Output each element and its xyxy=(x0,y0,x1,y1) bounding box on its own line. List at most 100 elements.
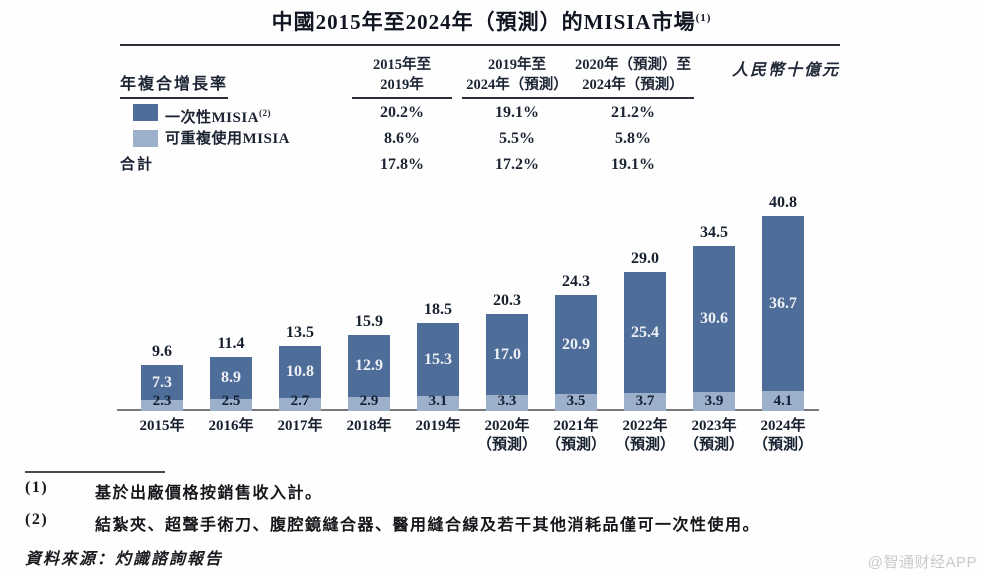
col-header-line1: 2015年至 xyxy=(373,57,431,73)
bar-value-disposable: 17.0 xyxy=(493,345,521,363)
x-axis-category-label: 2021年 （預測） xyxy=(534,417,618,455)
bar-segment-reusable xyxy=(141,400,183,411)
x-label-year: 2022年 xyxy=(622,418,668,434)
legend-swatch-disposable xyxy=(133,104,158,121)
x-label-forecast: （預測） xyxy=(476,437,537,453)
bar-segment-reusable xyxy=(210,399,252,411)
bar-segment-reusable xyxy=(348,397,390,411)
total-row-label: 合計 xyxy=(120,157,155,173)
bar-value-disposable: 30.6 xyxy=(700,310,728,327)
x-label-year: 2015年 xyxy=(139,418,185,434)
x-label-forecast: （預測） xyxy=(545,437,606,453)
legend-label-disposable: 一次性MISIA(2) xyxy=(165,101,271,130)
bar-segment-disposable xyxy=(348,335,390,397)
table-col-header-2015-2019: 2015年至 2019年 xyxy=(352,55,452,99)
cagr-value: 8.6% xyxy=(384,130,420,147)
cagr-value: 5.5% xyxy=(499,130,535,147)
x-axis-category-label: 2023年 （預測） xyxy=(672,417,756,455)
bar-total-label: 15.9 xyxy=(355,313,383,330)
bar-value-reusable: 2.9 xyxy=(359,393,379,409)
footnote-marker: (1) xyxy=(25,479,49,496)
cagr-value: 17.2% xyxy=(495,156,539,173)
bar-total-label: 11.4 xyxy=(217,335,245,352)
col-header-line2: 2024年（預測） xyxy=(582,77,684,93)
cagr-value: 19.1% xyxy=(611,156,655,173)
bar-value-disposable: 8.9 xyxy=(221,369,241,386)
bar-value-reusable: 3.9 xyxy=(704,393,724,409)
cagr-value: 19.1% xyxy=(495,104,539,121)
x-label-year: 2024年 xyxy=(760,418,806,434)
legend-footnote-marker: (2) xyxy=(259,108,272,118)
bar-total-label: 20.3 xyxy=(493,292,521,309)
x-label-year: 2019年 xyxy=(415,418,461,434)
col-header-line2: 2019年 xyxy=(380,77,424,93)
bar-value-reusable: 2.3 xyxy=(152,393,172,409)
bar-segment-reusable xyxy=(693,392,735,411)
chart-title-text: 中國2015年至2024年（預測）的MISIA市場 xyxy=(271,10,696,34)
bar-value-disposable: 36.7 xyxy=(769,294,797,312)
footnote-rule xyxy=(25,471,165,473)
x-label-year: 2023年 xyxy=(691,418,737,434)
bar-value-disposable: 20.9 xyxy=(562,335,590,353)
bar-segment-reusable xyxy=(417,396,459,411)
bar-value-disposable: 7.3 xyxy=(152,373,172,391)
unit-label: 人民幣十億元 xyxy=(731,62,840,79)
bar-value-reusable: 3.3 xyxy=(497,393,517,409)
x-label-year: 2018年 xyxy=(346,418,392,434)
bar-value-reusable: 4.1 xyxy=(773,393,793,409)
watermark: @智通财经APP xyxy=(867,554,977,571)
cagr-value: 20.2% xyxy=(380,104,424,121)
bar-total-label: 24.3 xyxy=(562,273,590,290)
bar-value-reusable: 2.7 xyxy=(290,393,310,409)
x-axis-category-label: 2018年 xyxy=(327,417,411,436)
bar-segment-reusable xyxy=(762,391,804,411)
col-header-line1: 2019年至 xyxy=(488,57,546,73)
table-top-rule xyxy=(120,44,840,46)
x-label-year: 2016年 xyxy=(208,418,254,434)
cagr-value: 5.8% xyxy=(615,130,651,147)
bar-value-disposable: 12.9 xyxy=(355,357,383,374)
x-axis-category-label: 2015年 xyxy=(120,417,204,436)
table-row-reusable: 可重複使用MISIA 8.6% 5.5% 5.8% xyxy=(120,127,840,151)
bar-total-label: 9.6 xyxy=(152,343,172,360)
footnote-marker: (2) xyxy=(25,511,49,528)
bar-value-reusable: 3.5 xyxy=(566,393,586,409)
col-header-line2: 2024年（預測） xyxy=(466,77,568,93)
bar-segment-disposable xyxy=(279,346,321,398)
bar-segment-reusable xyxy=(279,398,321,411)
bar-segment-disposable xyxy=(141,365,183,400)
footnote-text: 基於出廠價格按銷售收入計。 xyxy=(95,485,323,502)
legend-label-reusable: 可重複使用MISIA xyxy=(165,131,291,147)
table-row-total: 合計 17.8% 17.2% 19.1% xyxy=(120,153,840,177)
cagr-value: 17.8% xyxy=(380,156,424,173)
bar-total-label: 34.5 xyxy=(700,224,728,241)
x-label-forecast: （預測） xyxy=(752,437,813,453)
chart-title-footnote-marker: (1) xyxy=(695,12,712,24)
table-col-header-2020-2024: 2020年（預測）至 2024年（預測） xyxy=(572,55,694,99)
bar-segment-disposable xyxy=(555,295,597,394)
bar-total-label: 29.0 xyxy=(631,250,659,267)
bar-segment-reusable xyxy=(624,393,666,411)
bar-value-disposable: 15.3 xyxy=(424,350,452,368)
bar-value-disposable: 25.4 xyxy=(631,323,659,341)
bar-segment-disposable xyxy=(210,357,252,399)
table-row-disposable: 一次性MISIA(2) 20.2% 19.1% 21.2% xyxy=(120,101,840,126)
data-source-line: 資料來源：灼識諮詢報告 xyxy=(25,551,224,568)
bar-total-label: 18.5 xyxy=(424,301,452,318)
bar-value-reusable: 2.5 xyxy=(221,393,241,409)
bar-segment-disposable xyxy=(762,216,804,391)
col-header-line1: 2020年（預測）至 xyxy=(575,57,691,73)
x-axis-category-label: 2024年 （預測） xyxy=(741,417,825,455)
chart-title: 中國2015年至2024年（預測）的MISIA市場(1) xyxy=(0,6,983,36)
cagr-value: 21.2% xyxy=(611,104,655,121)
bar-segment-disposable xyxy=(693,246,735,392)
x-axis-line xyxy=(117,409,819,411)
bar-value-reusable: 3.7 xyxy=(635,393,655,409)
legend-label-text: 一次性MISIA xyxy=(165,110,260,126)
x-axis-category-label: 2017年 xyxy=(258,417,342,436)
bar-value-disposable: 10.8 xyxy=(286,363,314,380)
x-axis-category-label: 2016年 xyxy=(189,417,273,436)
bar-segment-disposable xyxy=(624,272,666,393)
x-label-year: 2020年 xyxy=(484,418,530,434)
